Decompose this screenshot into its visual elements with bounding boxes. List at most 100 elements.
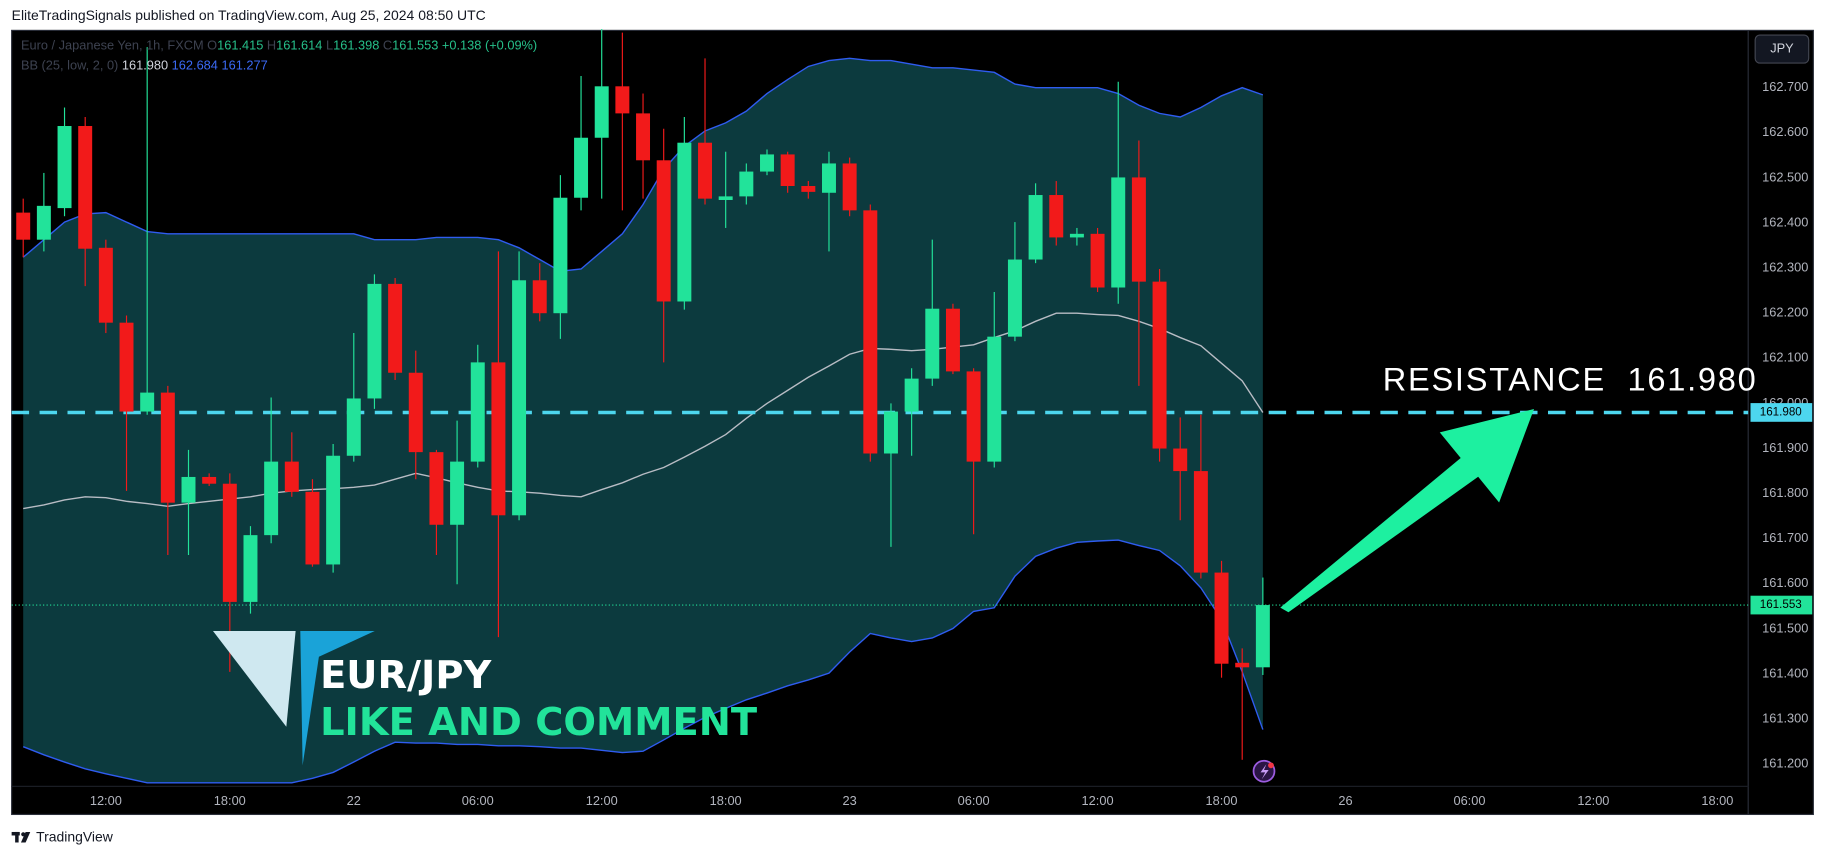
legend-close: 161.553	[392, 38, 438, 53]
candle-body	[821, 163, 836, 193]
candle-body	[1255, 605, 1270, 668]
logo-stem	[15, 831, 19, 843]
level-layer: RESISTANCE 161.980	[11, 361, 1756, 606]
x-tick-label: 06:00	[958, 793, 990, 808]
legend-bb-lower: 161.277	[221, 58, 267, 73]
candle-body	[1007, 259, 1022, 337]
candle-body	[284, 461, 299, 492]
candle-body	[1049, 195, 1064, 238]
legend-symbol-row: Euro / Japanese Yen, 1h, FXCM O161.415 H…	[21, 38, 537, 53]
candle-body	[222, 483, 237, 602]
legend-c: C	[383, 38, 392, 53]
candle-body	[1214, 572, 1229, 664]
last-price-tag-label: 161.553	[1760, 598, 1802, 611]
candle-body	[367, 283, 382, 399]
x-tick-label: 26	[1338, 793, 1352, 808]
y-tick-label: 161.900	[1762, 440, 1808, 455]
candle-body	[904, 378, 919, 412]
last-price-tag	[1750, 595, 1813, 615]
candle-body	[388, 283, 403, 373]
y-tick-label: 162.200	[1762, 305, 1808, 320]
legend-low: 161.398	[333, 38, 379, 53]
y-tick-label: 162.400	[1762, 214, 1808, 229]
event-bolt	[1260, 764, 1269, 780]
y-tick-label: 162.700	[1762, 79, 1808, 94]
overlay-call: LIKE AND COMMENT	[320, 700, 758, 745]
footer-logo	[11, 831, 31, 843]
candle-body	[925, 308, 940, 379]
candle-body	[677, 142, 692, 302]
candle-layer	[16, 29, 1270, 760]
resistance-tag	[1750, 403, 1813, 422]
y-tick-label: 162.100	[1762, 350, 1808, 365]
logo-slash	[20, 831, 31, 843]
candle-body	[1090, 233, 1105, 288]
y-tick-label: 161.200	[1762, 756, 1808, 771]
legend-bb-upper: 162.684	[172, 58, 218, 73]
candle-body	[326, 455, 341, 565]
legend-change: +0.138 (+0.09%)	[442, 38, 537, 53]
resistance-tag-label: 161.980	[1760, 406, 1803, 419]
candle-body	[305, 491, 320, 565]
footer-brand: TradingView	[36, 828, 114, 844]
y-tick-label: 162.500	[1762, 169, 1808, 184]
candle-body	[1235, 662, 1250, 668]
candle-body	[1028, 195, 1043, 260]
band-upper	[22, 57, 1264, 272]
x-tick-label: 23	[843, 793, 857, 808]
legend-open: 161.415	[217, 38, 263, 53]
legend-h: H	[267, 38, 276, 53]
y-tick-label: 161.700	[1762, 530, 1808, 545]
x-tick-label: 18:00	[710, 793, 742, 808]
overlay-pair: EUR/JPY	[320, 653, 492, 698]
candle-body	[1131, 177, 1146, 282]
currency-label[interactable]: JPY	[1770, 40, 1794, 55]
candle-body	[78, 126, 93, 249]
x-tick-label: 18:00	[1206, 793, 1238, 808]
candle-body	[429, 452, 444, 525]
candle-body	[532, 280, 547, 314]
candle-body	[594, 86, 609, 138]
candle-body	[1193, 471, 1208, 573]
candle-body	[615, 86, 630, 114]
legend-o: O	[207, 38, 217, 53]
band-fill	[23, 58, 1263, 783]
candle-body	[491, 362, 506, 516]
candle-body	[574, 137, 589, 198]
candle-body	[945, 308, 960, 372]
x-tick-label: 06:00	[462, 793, 494, 808]
candle-body	[780, 154, 795, 187]
y-tick-label: 161.600	[1762, 575, 1808, 590]
y-tick-label: 162.600	[1762, 124, 1808, 139]
legend-bb-basis: 161.980	[122, 58, 168, 73]
y-tick-label: 161.300	[1762, 711, 1808, 726]
x-tick-label: 12:00	[1082, 793, 1114, 808]
candle-body	[450, 461, 465, 525]
x-tick-label: 06:00	[1453, 793, 1485, 808]
publish-header: EliteTradingSignals published on Trading…	[12, 7, 486, 23]
x-tick-label: 22	[347, 793, 361, 808]
axis-layer: 161.200 161.300 161.400 161.500 161.600 161.7…	[90, 79, 1813, 808]
legend-l: L	[326, 38, 333, 53]
logo-left	[212, 630, 296, 727]
legend-symbol: Euro / Japanese Yen, 1h, FXCM	[21, 38, 204, 53]
candle-body	[1173, 448, 1188, 472]
candle-body	[718, 196, 733, 200]
candle-body	[202, 476, 217, 484]
candle-body	[160, 392, 175, 503]
currency-button[interactable]	[1754, 34, 1810, 64]
y-tick-label: 162.300	[1762, 259, 1808, 274]
band-lower	[22, 539, 1264, 784]
candle-body	[470, 362, 485, 462]
x-tick-label: 12:00	[90, 793, 122, 808]
legend-high: 161.614	[276, 38, 322, 53]
candle-body	[243, 535, 258, 602]
y-tick-label: 161.500	[1762, 620, 1808, 635]
candle-body	[883, 411, 898, 454]
logo-right	[300, 630, 375, 766]
candle-body	[987, 336, 1002, 462]
candle-body	[636, 113, 651, 161]
candle-body	[553, 197, 568, 314]
candle-body	[408, 372, 423, 453]
candle-body	[264, 461, 279, 536]
